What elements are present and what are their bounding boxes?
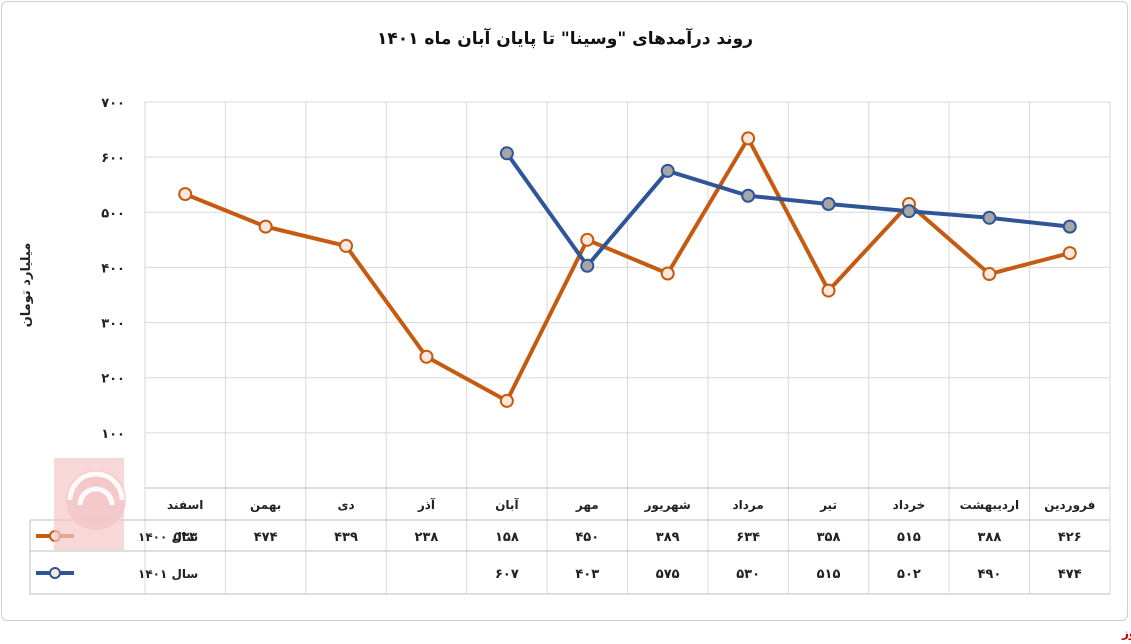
data-point	[821, 197, 836, 212]
table-cell: ۴۹۰	[977, 567, 1001, 582]
x-tick-label: بهمن	[250, 498, 281, 512]
source-label: بورس نیوز	[1121, 626, 1131, 641]
y-tick-label: ۲۰۰	[101, 372, 125, 387]
table-cell: ۵۷۵	[656, 567, 680, 582]
x-tick-label: آذر	[417, 497, 436, 512]
table-cell: ۳۸۹	[656, 530, 680, 545]
table-cell: ۴۵۰	[575, 530, 599, 545]
x-tick-label: آبان	[495, 497, 519, 512]
data-point	[1062, 246, 1077, 261]
legend-entry: سال ۱۴۰۰	[138, 530, 198, 544]
watermark-logo-arc-inner	[77, 486, 115, 506]
table-cell: ۵۳۰	[736, 567, 760, 582]
data-point	[178, 187, 193, 202]
data-point	[982, 210, 997, 225]
table-cell: ۵۳۳	[173, 530, 197, 545]
data-point	[982, 267, 997, 282]
x-tick-label: مهر	[575, 498, 599, 512]
data-point	[821, 283, 836, 298]
watermark-logo-circle	[66, 470, 126, 530]
x-tick-label: مرداد	[732, 498, 763, 512]
x-tick-label: اردیبهشت	[960, 498, 1019, 512]
y-tick-label: ۵۰۰	[101, 206, 125, 221]
data-point	[901, 204, 916, 219]
chart-title: روند درآمدهای "وسینا" تا پایان آبان ماه …	[377, 27, 753, 49]
table-cell: ۴۷۴	[1058, 567, 1082, 582]
gridlines	[144, 101, 1111, 594]
table-cell: ۵۱۵	[897, 530, 921, 545]
x-tick-label: خرداد	[893, 498, 926, 512]
data-point	[1062, 219, 1077, 234]
table-cell: ۵۰۲	[897, 567, 921, 582]
data-point	[419, 349, 434, 364]
data-point	[660, 266, 675, 281]
series-line	[184, 136, 1071, 403]
y-tick-label: ۴۰۰	[101, 261, 125, 276]
table-cell: ۴۳۹	[334, 530, 358, 545]
series-markers	[178, 131, 1077, 408]
table-cell: ۵۱۵	[817, 567, 841, 582]
x-tick-label: شهریور	[644, 498, 691, 513]
y-axis-label: میلیارد تومان	[19, 243, 34, 328]
x-tick-label: دی	[337, 498, 354, 512]
data-point	[580, 232, 595, 247]
data-point	[258, 219, 273, 234]
data-point	[741, 131, 756, 146]
y-tick-label: ۳۰۰	[101, 317, 125, 332]
table-cell: ۶۳۴	[736, 530, 760, 545]
y-tick-labels: ۰۱۰۰۲۰۰۳۰۰۴۰۰۵۰۰۶۰۰۷۰۰	[101, 96, 125, 497]
table-cell: ۳۵۸	[817, 530, 841, 545]
legend-entry: سال ۱۴۰۱	[138, 567, 198, 581]
watermark-logo-arc-outer	[67, 471, 125, 501]
table-cell: ۱۵۸	[495, 530, 519, 545]
x-tick-label: اسفند	[167, 498, 203, 512]
table-cell: ۶۰۷	[495, 567, 519, 582]
y-tick-label: ۷۰۰	[101, 96, 125, 111]
data-point	[499, 393, 514, 408]
chart-frame	[1, 1, 1128, 621]
data-point	[741, 188, 756, 203]
table-cell: ۲۳۸	[415, 530, 439, 545]
watermark-logo	[54, 458, 126, 550]
x-tick-label: تیر	[819, 498, 837, 512]
x-tick-label: فروردین	[1044, 498, 1095, 513]
y-tick-label: ۶۰۰	[101, 151, 125, 166]
legend-marker	[49, 567, 61, 579]
data-point	[580, 258, 595, 273]
data-point	[660, 163, 675, 178]
data-point	[499, 146, 514, 161]
series-lines	[184, 136, 1071, 403]
data-point	[339, 238, 354, 253]
y-tick-label: ۱۰۰	[101, 427, 125, 442]
data-table: فروردین اردیبهشت خرداد تیر مرداد شهریور مهر آبا…	[29, 487, 1110, 595]
table-cell: ۴۲۶	[1058, 530, 1082, 545]
table-cell: ۴۰۳	[575, 567, 599, 582]
table-cell: ۳۸۸	[977, 530, 1001, 545]
table-cell: ۴۷۴	[254, 530, 278, 545]
series-line	[505, 152, 1071, 268]
